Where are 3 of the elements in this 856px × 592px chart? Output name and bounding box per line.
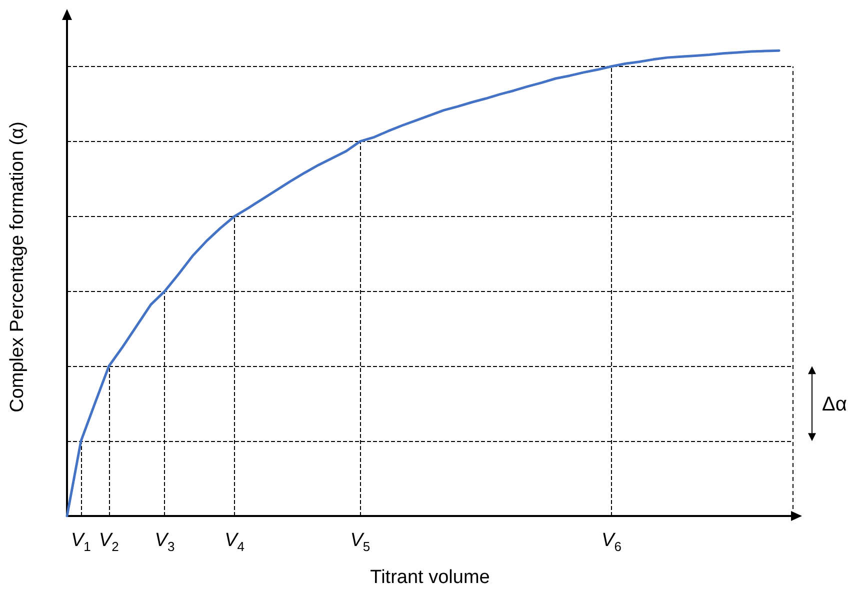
text: Δα	[822, 394, 847, 416]
y-axis-title: Complex Percentage formation (α)	[7, 122, 28, 412]
x-axis-title: Titrant volume	[370, 567, 490, 588]
